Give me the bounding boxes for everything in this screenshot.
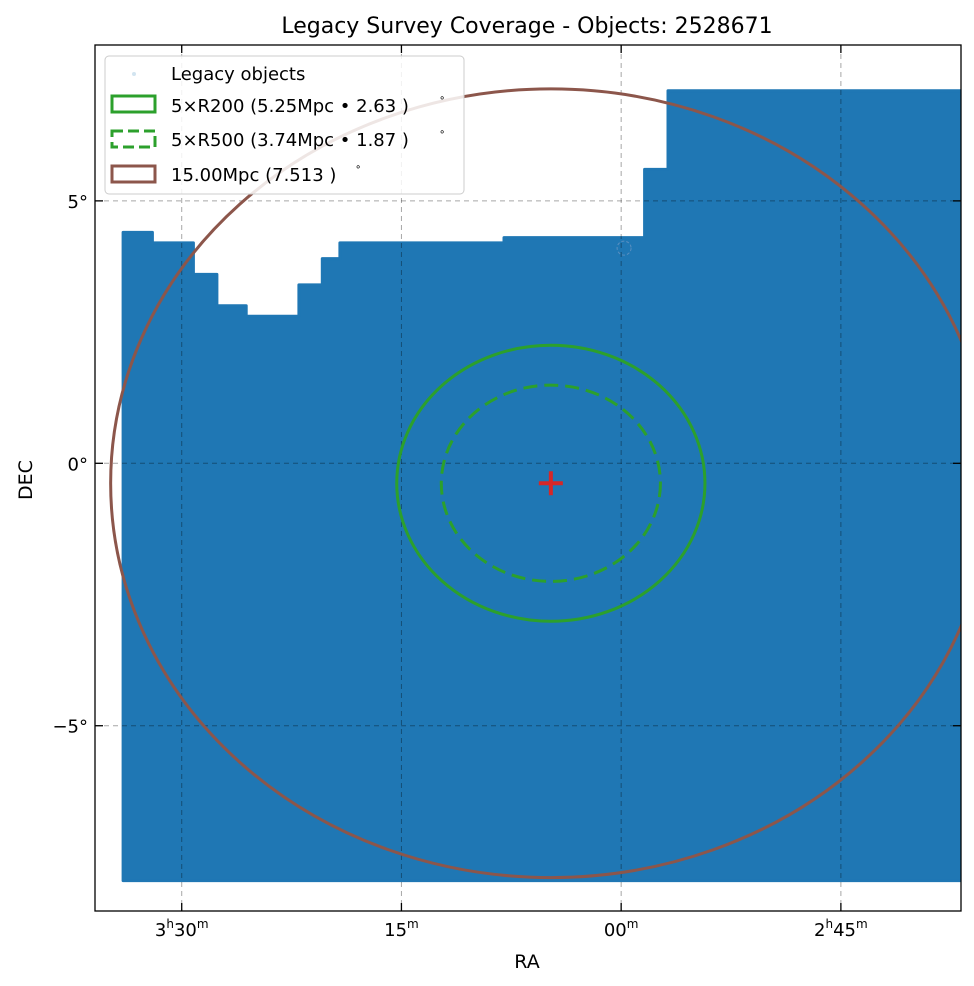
axis-ticks: 3h30m 15m 00m 2h45m 5° 0° −5°: [52, 45, 961, 941]
legend-label-r500: 5×R500 (3.74Mpc • 1.87 ): [171, 130, 409, 151]
x-axis-label: RA: [514, 951, 539, 973]
y-tick-label: 5°: [68, 192, 88, 213]
legend-marker-coverage: [132, 72, 136, 76]
radius-circle-0: [395, 343, 707, 623]
radius-circles: [109, 87, 961, 879]
cluster-center-marker: [538, 471, 563, 496]
chart-title: Legacy Survey Coverage - Objects: 252867…: [281, 14, 772, 39]
y-tick-label: −5°: [52, 717, 88, 738]
legend-label-r200: 5×R200 (5.25Mpc • 2.63 ): [171, 96, 409, 117]
legend-label-coverage: Legacy objects: [171, 64, 305, 85]
legend-label-15mpc: 15.00Mpc (7.513 ): [171, 165, 336, 186]
legend-swatch-r200: [110, 94, 157, 114]
x-tick-label: 00m: [604, 917, 639, 941]
legend-degree-r500: ∘: [439, 127, 445, 138]
legend-swatch-r500: [110, 129, 157, 149]
legend-degree-r200: ∘: [439, 93, 445, 104]
x-tick-label: 3h30m: [155, 917, 209, 941]
radius-circle-2: [109, 87, 961, 879]
grid-lines: [95, 45, 961, 911]
radius-circle-1: [439, 383, 662, 583]
x-tick-label: 15m: [384, 917, 419, 941]
coverage-gap-mark: [616, 240, 632, 256]
legend-degree-15mpc: ∘: [355, 162, 361, 173]
legend-swatch-15mpc: [110, 164, 157, 184]
y-axis-label: DEC: [15, 460, 37, 500]
x-tick-label: 2h45m: [814, 917, 868, 941]
coverage-area: [121, 89, 961, 883]
legend: Legacy objects 5×R200 (5.25Mpc • 2.63 ) …: [104, 55, 465, 195]
legend-box: [104, 55, 465, 195]
plot-frame: [94, 44, 962, 912]
y-tick-label: 0°: [68, 454, 88, 475]
